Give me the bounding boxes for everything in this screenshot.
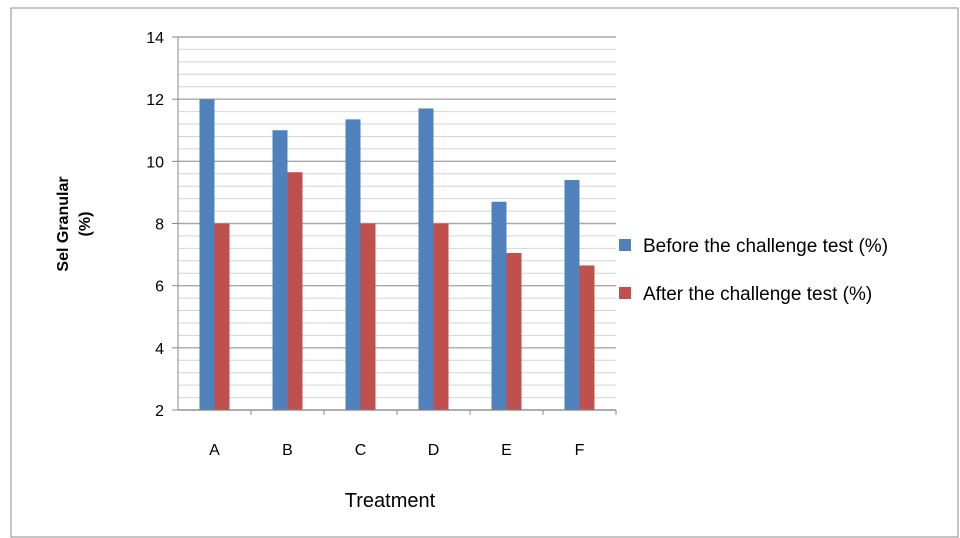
bar-before-D [418,108,434,410]
bar-after-D [433,223,449,410]
y-tick-label: 8 [155,217,164,234]
bars [199,99,595,411]
y-axis-title-line-2: (%) [77,212,94,237]
legend-label-after: After the challenge test (%) [643,284,872,305]
bar-before-F [564,179,580,410]
legend-label-before: Before the challenge test (%) [643,236,888,257]
y-tick-label: 10 [146,154,164,171]
y-tick-label: 12 [146,92,164,109]
bar-before-B [272,130,288,410]
y-axis-title: Sel Granular (%) [55,176,94,271]
legend: Before the challenge test (%) After the … [619,236,888,305]
legend-swatch-before [619,239,631,251]
bar-after-C [360,223,376,410]
bar-after-E [506,253,522,410]
y-tick-label: 14 [146,30,164,47]
y-tick-label: 2 [155,403,164,420]
x-tick-label-F: F [575,442,585,459]
legend-swatch-after [619,287,631,299]
x-tick-label-C: C [355,442,367,459]
x-axis-ticks: A B C D E F [209,410,617,459]
bar-before-C [345,119,361,410]
gridlines [178,36,616,411]
chart-border [10,7,959,538]
bar-before-A [199,99,215,411]
bar-after-F [579,265,595,410]
x-tick-label-D: D [428,442,440,459]
bar-before-E [491,201,507,410]
y-tick-label: 6 [155,279,164,296]
x-tick-label-A: A [209,442,220,459]
y-tick-label: 4 [155,341,164,358]
x-tick-label-E: E [501,442,512,459]
y-axis-ticks: 2 4 6 8 10 12 14 [146,30,178,420]
x-axis-title: Treatment [345,490,436,512]
bar-after-B [287,172,303,410]
y-axis-title-line-1: Sel Granular [55,176,72,271]
x-tick-label-B: B [282,442,293,459]
bar-after-A [214,223,230,410]
